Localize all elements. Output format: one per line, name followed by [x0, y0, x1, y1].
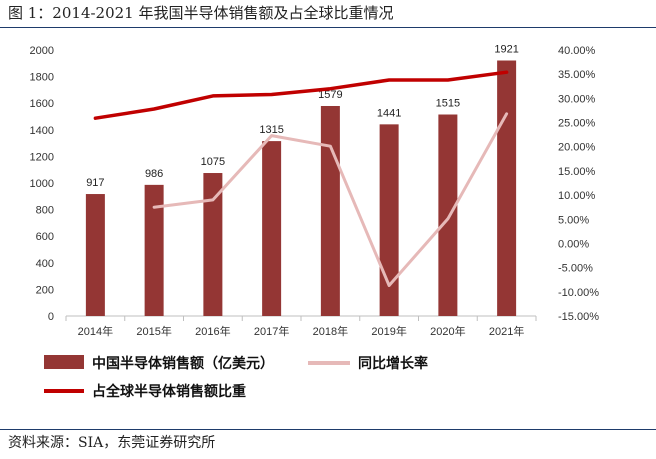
x-tick-label: 2017年	[254, 324, 289, 338]
figure-title: 图 1：2014-2021 年我国半导体销售额及占全球比重情况	[8, 4, 394, 22]
left-tick-label: 800	[36, 205, 54, 217]
bar	[85, 194, 105, 316]
left-tick-label: 2000	[30, 45, 54, 57]
bar	[379, 124, 399, 316]
bar-data-label: 1921	[494, 44, 518, 56]
right-tick-label: 5.00%	[558, 214, 589, 226]
x-tick-label: 2021年	[489, 324, 524, 338]
line-series	[93, 70, 509, 287]
x-tick-label: 2014年	[78, 324, 113, 338]
bar-data-label: 1579	[318, 89, 342, 101]
x-axis: 2014年 2015年 2016年 2017年 2018年 2019年 2020年 2021年	[65, 315, 537, 338]
bar-data-label: 1515	[436, 98, 460, 110]
bar-data-label: 986	[145, 168, 163, 180]
bar	[497, 60, 517, 316]
left-tick-label: 200	[36, 284, 54, 296]
bar	[144, 184, 164, 316]
bar-data-labels: 917 986 1075 1315 1579 1441 1515 1921	[86, 44, 519, 190]
bar-data-label: 1441	[377, 107, 401, 119]
x-tick-label: 2019年	[371, 324, 406, 338]
bar	[203, 173, 223, 316]
legend-label-sales: 中国半导体销售额（亿美元）	[92, 355, 274, 372]
bar	[262, 141, 282, 316]
left-tick-label: 1800	[30, 72, 54, 84]
left-tick-label: 400	[36, 258, 54, 270]
right-tick-label: 10.00%	[558, 190, 596, 202]
x-tick-label: 2020年	[430, 324, 465, 338]
bar-data-label: 1075	[201, 156, 225, 168]
right-tick-label: 15.00%	[558, 166, 596, 178]
title-rule	[0, 27, 656, 28]
left-tick-label: 1400	[30, 125, 54, 137]
right-tick-label: 20.00%	[558, 142, 596, 154]
right-tick-label: 35.00%	[558, 69, 596, 81]
left-tick-label: 600	[36, 231, 54, 243]
right-tick-label: 40.00%	[558, 45, 596, 57]
bar-data-label: 1315	[259, 124, 283, 136]
bar	[438, 114, 458, 316]
right-tick-label: -10.00%	[558, 287, 599, 299]
right-tick-label: 0.00%	[558, 238, 589, 250]
x-tick-label: 2016年	[195, 324, 230, 338]
right-tick-label: -5.00%	[558, 263, 593, 275]
legend-label-share: 占全球半导体销售额比重	[92, 383, 246, 400]
left-tick-label: 0	[48, 311, 54, 323]
left-tick-label: 1000	[30, 178, 54, 190]
left-tick-label: 1600	[30, 98, 54, 110]
right-tick-label: 30.00%	[558, 93, 596, 105]
right-tick-label: -15.00%	[558, 311, 599, 323]
legend-label-growth: 同比增长率	[358, 355, 428, 372]
source-rule	[0, 429, 656, 430]
left-axis: 0 200 400 600 800 1000 1200 1400 1600 1800 2000	[30, 45, 54, 323]
right-tick-label: 25.00%	[558, 118, 596, 130]
left-tick-label: 1200	[30, 151, 54, 163]
global-share-line	[93, 70, 509, 120]
right-axis: -15.00% -10.00% -5.00% 0.00% 5.00% 10.00% 15.0…	[558, 45, 599, 323]
chart: 0 200 400 600 800 1000 1200 1400 1600 1800 2000 -1…	[30, 44, 600, 400]
bar	[320, 105, 340, 316]
x-tick-label: 2018年	[313, 324, 348, 338]
bar-data-label: 917	[86, 177, 104, 189]
source-note: 资料来源：SIA，东莞证券研究所	[8, 435, 216, 451]
growth-rate-line	[152, 112, 509, 287]
x-tick-label: 2015年	[136, 324, 171, 338]
legend-swatch-sales	[44, 355, 84, 369]
